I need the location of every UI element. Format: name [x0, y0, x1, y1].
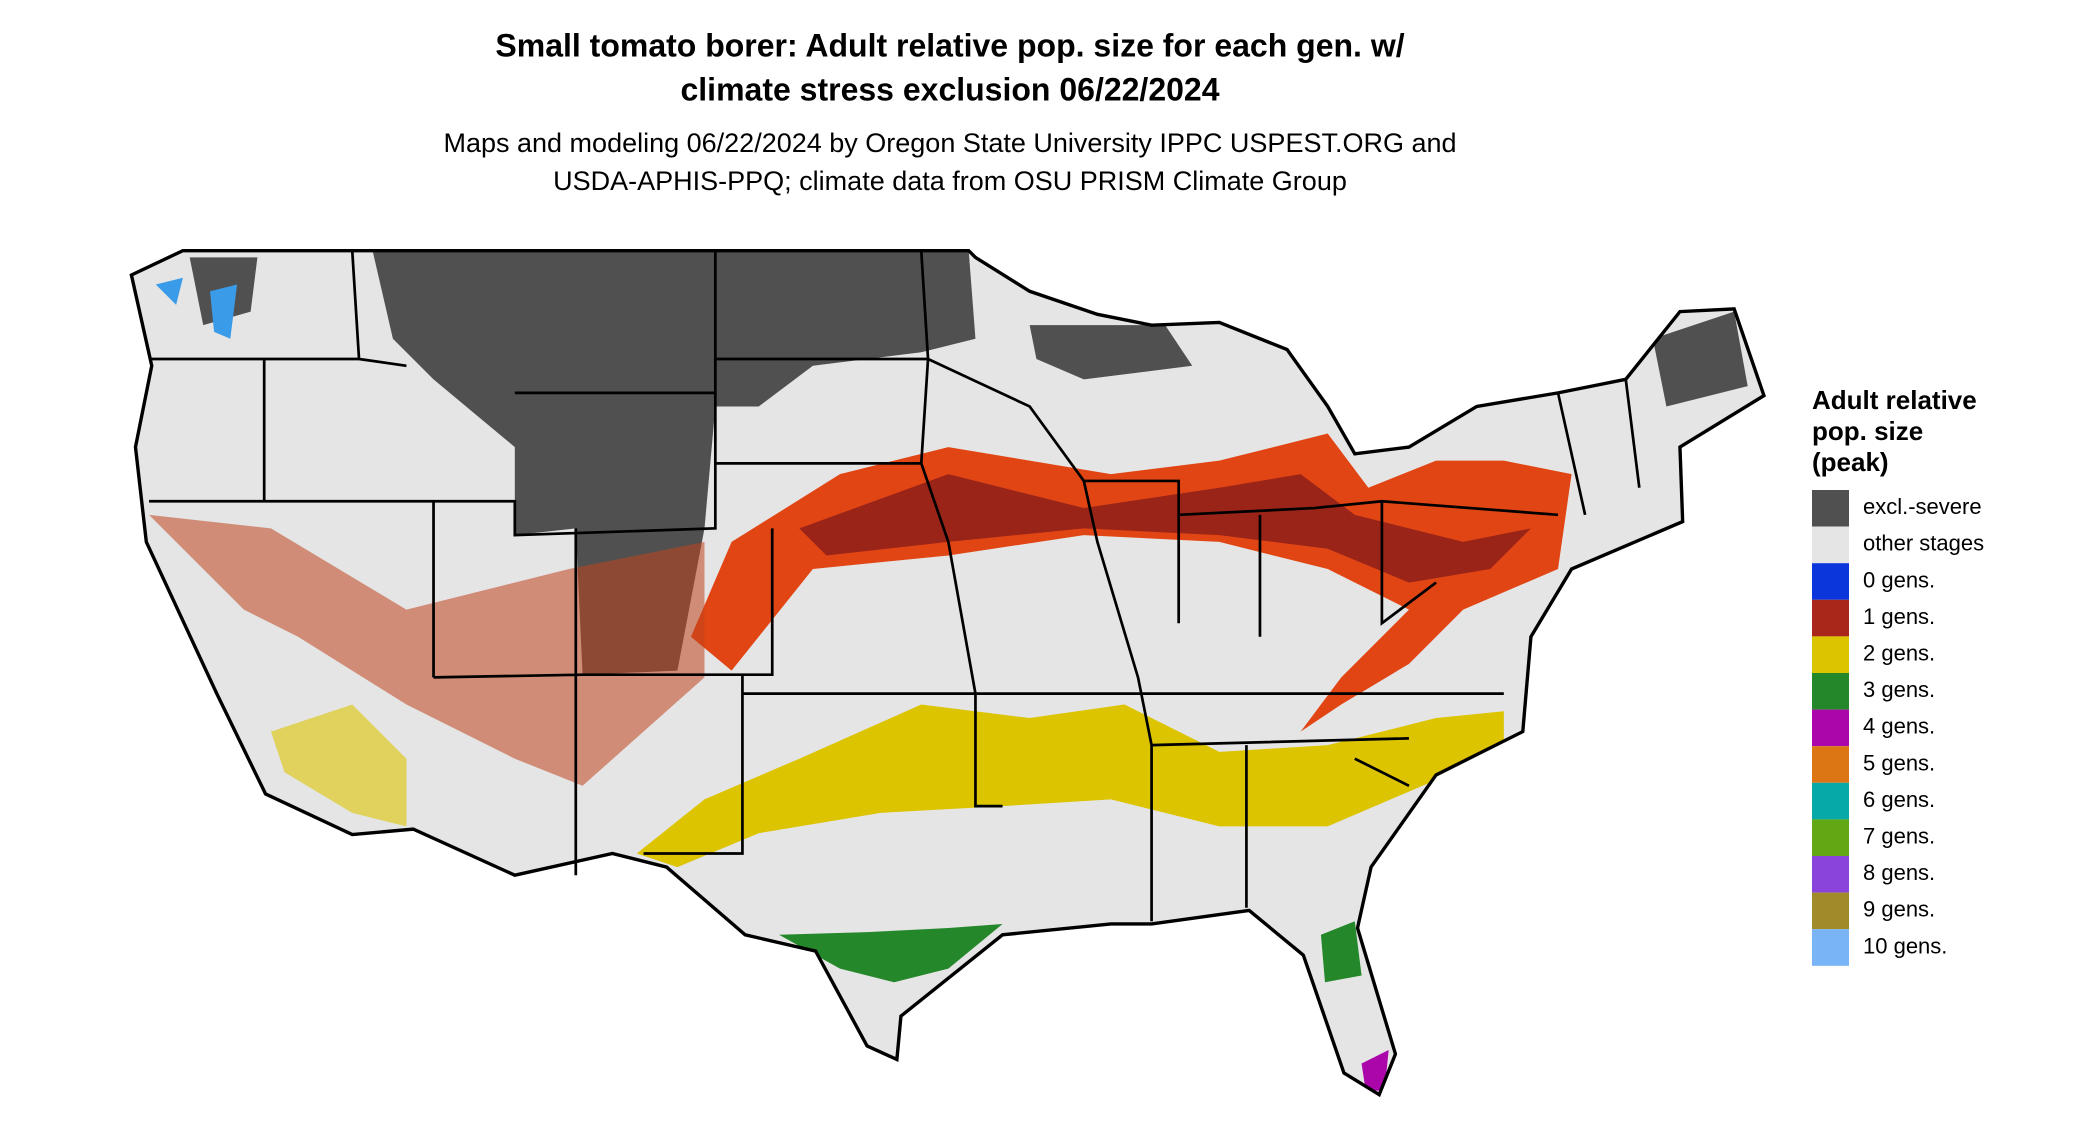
legend-swatch	[1812, 709, 1849, 747]
legend-swatch	[1812, 929, 1849, 966]
legend-swatch	[1812, 673, 1849, 710]
legend-title-line: pop. size	[1812, 416, 1923, 446]
legend-label: excl.-severe	[1863, 494, 1982, 519]
zone-two-gen	[636, 704, 1504, 868]
legend-label: 4 gens.	[1863, 714, 1935, 739]
map-zones	[149, 250, 1748, 1091]
legend-swatch	[1812, 563, 1849, 600]
legend-title-line: (peak)	[1812, 447, 1889, 477]
legend-swatch	[1812, 892, 1849, 930]
title-line: climate stress exclusion 06/22/2024	[680, 71, 1219, 107]
legend-swatch	[1812, 782, 1849, 820]
legend-label: 0 gens.	[1863, 567, 1935, 592]
legend-label: 3 gens.	[1863, 677, 1935, 702]
legend-swatch	[1812, 746, 1849, 783]
us-map	[129, 248, 1766, 1097]
zone-one-gen	[149, 514, 705, 786]
title-line: Small tomato borer: Adult relative pop. …	[495, 27, 1404, 63]
legend-label: 6 gens.	[1863, 787, 1935, 812]
legend-label: other stages	[1863, 531, 1984, 556]
legend-label: 8 gens.	[1863, 860, 1935, 885]
legend-swatch	[1812, 526, 1849, 564]
legend-swatch	[1812, 819, 1849, 856]
zone-three-gen	[779, 921, 1362, 983]
zone-ten-gen	[155, 277, 238, 339]
zone-one-gen	[799, 474, 1531, 583]
legend-label: 2 gens.	[1863, 641, 1935, 666]
zone-excluded	[372, 250, 976, 675]
legend-swatch	[1812, 599, 1849, 637]
legend-label: 5 gens.	[1863, 750, 1935, 775]
legend-label: 1 gens.	[1863, 604, 1935, 629]
zone-four-gen	[1361, 1049, 1389, 1091]
legend-title-line: Adult relative	[1812, 385, 1977, 415]
legend-swatch	[1812, 636, 1849, 673]
legend-swatch	[1812, 490, 1849, 527]
legend-swatch	[1812, 856, 1849, 893]
subtitle-line: USDA-APHIS-PPQ; climate data from OSU PR…	[553, 166, 1347, 196]
zone-two-gen	[270, 704, 407, 827]
state-borders	[129, 248, 1766, 1097]
legend-label: 7 gens.	[1863, 824, 1935, 849]
legend-label: 9 gens.	[1863, 897, 1935, 922]
subtitle-line: Maps and modeling 06/22/2024 by Oregon S…	[443, 128, 1456, 158]
legend-label: 10 gens.	[1863, 933, 1947, 958]
